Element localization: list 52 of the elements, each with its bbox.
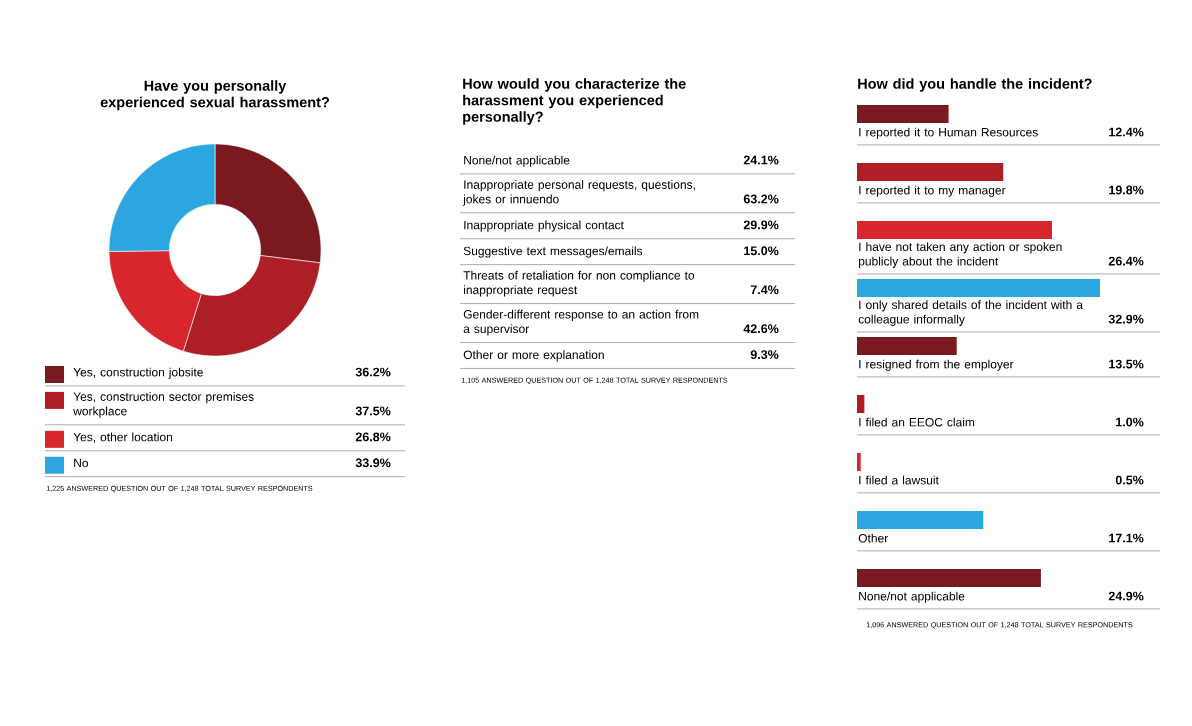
data-label: 36.2% (355, 367, 391, 377)
data-label: 17.1% (1109, 533, 1144, 543)
bar (857, 162, 1004, 181)
category-label: Other or more explanation (463, 350, 604, 362)
data-label: 0.5% (1115, 475, 1144, 485)
bar (857, 568, 1041, 587)
bar (857, 452, 861, 471)
chart-title: How did you handle the incident? (858, 78, 1092, 92)
text: 42.6% (743, 324, 779, 334)
chart-title: Have you personally experienced sexual harassment? (100, 80, 329, 111)
legend-label: Yes, construction jobsite (73, 367, 203, 379)
bar (857, 104, 949, 123)
data-label: 37.5% (355, 406, 391, 416)
data-label: 32.9% (1108, 314, 1144, 324)
bar (857, 220, 1052, 239)
y-tick-label: I reported it to Human Resources (859, 127, 1038, 139)
text: 29.9% (743, 220, 779, 230)
y-tick-label: I resigned from the employer (859, 359, 1014, 371)
data-label: 24.9% (1108, 591, 1144, 601)
y-tick-label: I have not taken any action or spoken publicly about the incident (858, 242, 1062, 268)
category-label: Threats of retaliation for non compliance to inappropriate request (463, 270, 695, 297)
y-tick-label: None/not applicable (859, 591, 965, 603)
bar (857, 278, 1101, 297)
y-tick-label: Other (858, 533, 889, 543)
data-label: 26.4% (1108, 256, 1144, 266)
legend-label: Yes, other location (73, 432, 173, 443)
text: 7.4% (750, 285, 779, 295)
category-label: Suggestive text messages/emails (463, 246, 643, 258)
text: 63.2% (743, 194, 779, 204)
text: 15.0% (744, 246, 779, 256)
category-label: Gender-different response to an action from a supervisor (463, 309, 699, 336)
category-label: Inappropriate personal requests, questions, jokes or innuendo (462, 180, 695, 206)
text: 24.1% (743, 155, 779, 165)
y-tick-label: I reported it to my manager (859, 185, 1006, 197)
data-label: 33.9% (355, 458, 391, 468)
text: How would you characterize the harassment you experienced personally? (463, 78, 686, 125)
bar (857, 394, 865, 413)
bar (857, 336, 957, 355)
data-label: 26.8% (355, 432, 391, 442)
category-label: Inappropriate physical contact (464, 220, 624, 232)
y-tick-label: I filed a lawsuit (859, 475, 939, 485)
y-tick-label: I filed an EEOC claim (859, 417, 975, 427)
legend-label: Yes, construction sector premises workplace (73, 392, 254, 418)
data-label: 1.0% (1116, 417, 1144, 427)
data-label: 12.4% (1109, 127, 1144, 137)
bar (857, 510, 984, 529)
data-label: 19.8% (1109, 185, 1144, 195)
category-label: None/not applicable (464, 155, 570, 167)
data-label: 13.5% (1109, 359, 1144, 369)
y-tick-label: I only shared details of the incident with a colleague informally (858, 300, 1083, 326)
legend-label: No (74, 458, 89, 468)
text: 9.3% (750, 350, 779, 360)
